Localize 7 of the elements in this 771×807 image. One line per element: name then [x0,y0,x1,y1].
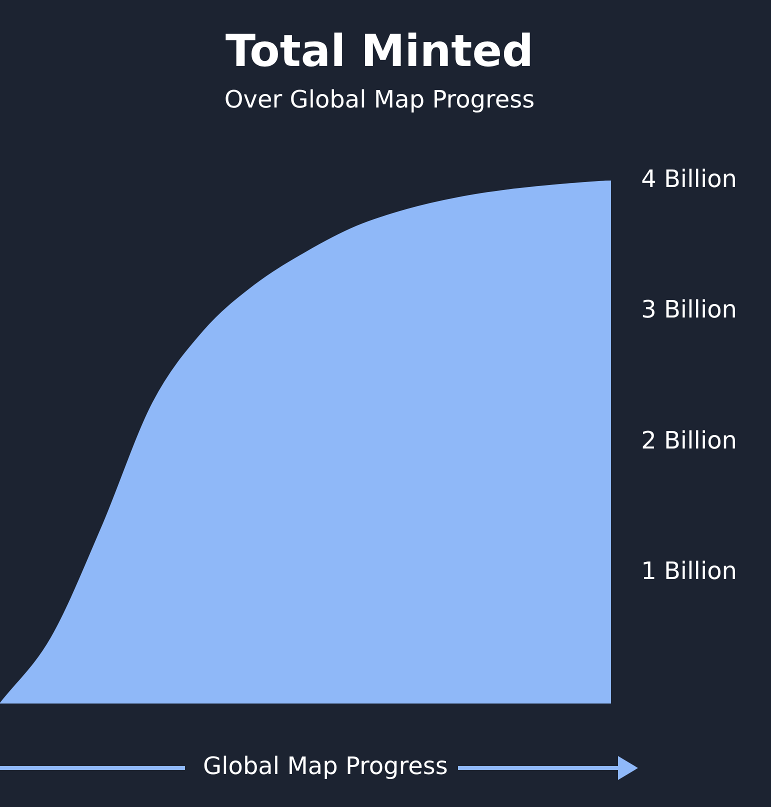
y-tick-label: 1 Billion [641,557,738,586]
y-tick-label: 2 Billion [641,426,738,454]
x-axis-title: Global Map Progress [203,752,448,780]
chart-title: Total Minted [225,26,534,77]
y-tick-label: 4 Billion [641,164,738,193]
y-tick-label: 3 Billion [641,296,738,324]
chart-subtitle: Over Global Map Progress [224,85,535,114]
